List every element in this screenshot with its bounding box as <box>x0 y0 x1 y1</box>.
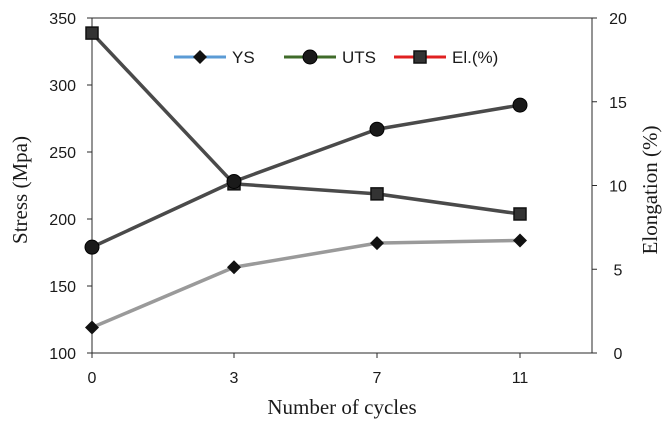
data-point <box>85 320 99 335</box>
data-point <box>370 187 384 201</box>
y-tick-label: 150 <box>49 279 76 296</box>
series-line <box>90 31 521 216</box>
y-tick-label: 200 <box>49 212 76 229</box>
legend-marker <box>413 50 427 64</box>
series-layer <box>84 26 528 335</box>
y2-tick-label: 0 <box>614 346 623 363</box>
data-point <box>370 236 384 251</box>
legend-marker <box>193 50 207 64</box>
legend-label: YS <box>232 48 255 67</box>
y-tick-label: 100 <box>49 346 76 363</box>
legend-item: El.(%) <box>394 48 498 67</box>
y2-axis-title: Elongation (%) <box>638 126 662 255</box>
legend-item: YS <box>174 48 255 67</box>
data-point <box>227 260 241 275</box>
legend-item: UTS <box>284 48 376 67</box>
x-axis-title: Number of cycles <box>267 395 416 419</box>
y-axis-title: Stress (Mpa) <box>8 136 32 244</box>
x-tick-label: 11 <box>512 370 529 387</box>
x-tick-label: 3 <box>230 370 239 387</box>
series-line <box>91 238 521 330</box>
x-tick-label: 0 <box>88 370 97 387</box>
legend-marker <box>302 49 318 65</box>
data-point <box>512 97 528 113</box>
legend: YS UTS El.(%) <box>174 48 498 67</box>
data-point <box>84 239 100 255</box>
y2-tick-label: 20 <box>609 11 627 28</box>
data-point <box>513 207 527 221</box>
y-tick-label: 350 <box>49 11 76 28</box>
data-point <box>513 233 527 248</box>
y-tick-label: 250 <box>49 145 76 162</box>
legend-label: El.(%) <box>452 48 498 67</box>
y2-tick-label: 10 <box>609 179 627 196</box>
series-uts <box>84 97 528 255</box>
data-point <box>226 173 242 189</box>
data-point <box>85 26 99 40</box>
series-ys <box>85 233 527 335</box>
x-tick-label: 7 <box>373 370 382 387</box>
series-line <box>91 103 521 249</box>
data-point <box>369 121 385 137</box>
y2-tick-label: 15 <box>609 95 627 112</box>
legend-label: UTS <box>342 48 376 67</box>
y2-tick-label: 5 <box>614 262 623 279</box>
y-tick-label: 300 <box>49 78 76 95</box>
